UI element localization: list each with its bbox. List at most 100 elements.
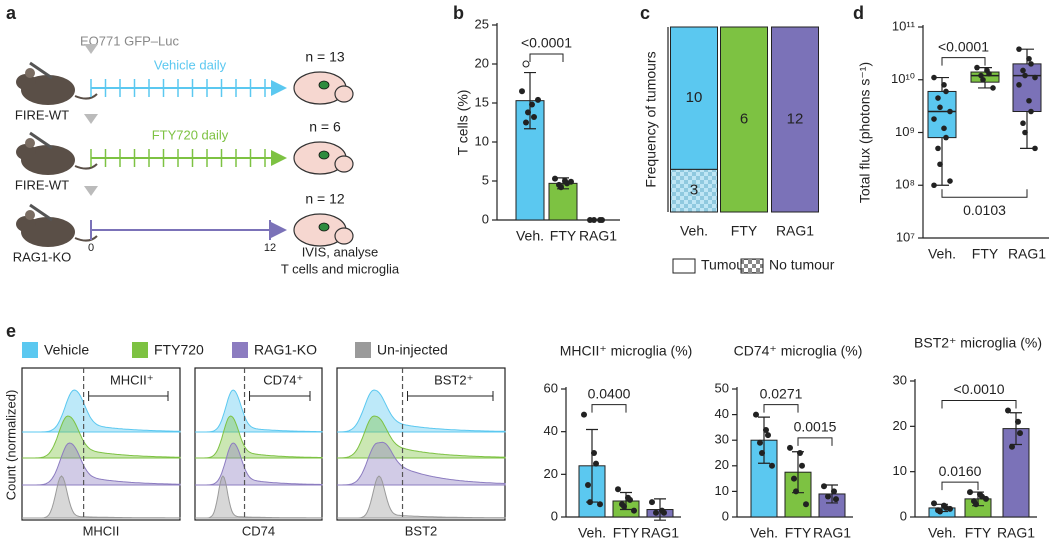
syringe: [29, 61, 53, 80]
data-point: [523, 119, 529, 126]
data-point: [765, 432, 771, 439]
data-point: [1022, 72, 1028, 79]
gate-range: [88, 391, 169, 401]
value-label: 10: [686, 89, 703, 106]
error-bar: [826, 484, 838, 504]
y-tick-label: 10¹¹: [892, 18, 916, 33]
data-point: [931, 74, 937, 81]
gate-label: BST2⁺: [434, 372, 473, 387]
mouse-tail: [74, 235, 98, 242]
gate-range: [249, 391, 311, 401]
data-point: [568, 178, 574, 185]
data-point: [1032, 145, 1038, 152]
group-size: n = 6: [309, 119, 341, 135]
data-point: [769, 462, 775, 469]
mouse-head: [16, 216, 36, 232]
density-curve: [22, 415, 181, 459]
data-point: [1009, 443, 1015, 450]
data-point: [793, 488, 799, 495]
x-tick-label: FTY: [550, 228, 577, 244]
x-tick-label: RAG1: [1008, 246, 1046, 262]
x-tick-label: FTY: [965, 525, 992, 540]
data-point: [833, 496, 839, 503]
data-point: [535, 96, 541, 103]
x-tick-label: RAG1: [813, 525, 851, 540]
data-point: [937, 508, 943, 515]
legend-label: Tumour: [701, 257, 749, 273]
data-point: [943, 88, 949, 95]
comparison-bracket: [941, 189, 1028, 198]
endpoint-label: T cells and microglia: [281, 261, 400, 276]
bar-segment: [771, 26, 819, 213]
comparison-label: 0.0103: [963, 202, 1006, 218]
x-tick-label: Veh.: [680, 223, 708, 239]
y-tick-label: 30: [715, 432, 729, 447]
comparison-bracket: [941, 481, 979, 491]
data-point: [558, 184, 564, 191]
x-tick-label: RAG1: [776, 223, 814, 239]
data-point: [935, 145, 941, 152]
y-tick-label: 10⁸: [895, 177, 915, 192]
mouse-ear: [25, 68, 35, 78]
y-tick-label: 50: [715, 380, 729, 395]
value-label: 12: [787, 110, 804, 127]
bar-segment: [670, 26, 718, 170]
data-point: [1016, 46, 1022, 52]
y-tick-label: 0: [482, 211, 489, 226]
data-point: [947, 108, 953, 115]
bar-segment: [720, 26, 768, 213]
mouse-label: FIRE-WT: [15, 107, 69, 122]
legend-label: No tumour: [769, 257, 835, 273]
comparison-bracket: [591, 404, 627, 413]
endpoint-label: IVIS, analyse: [302, 244, 379, 259]
mouse-tail: [74, 163, 98, 170]
data-point: [631, 507, 637, 514]
data-point: [661, 509, 667, 516]
data-point: [974, 64, 980, 71]
data-point: [627, 496, 633, 503]
data-point: [791, 475, 797, 482]
data-point: [519, 88, 525, 95]
comparison-bracket: [941, 399, 1017, 409]
data-point: [615, 486, 621, 493]
y-tick-label: 0: [551, 508, 558, 523]
y-axis-label: T cells (%): [455, 90, 471, 156]
data-point: [597, 501, 603, 508]
data-point: [941, 125, 947, 132]
data-point: [1028, 108, 1034, 115]
legend-label: Vehicle: [44, 342, 89, 358]
data-point: [531, 114, 537, 121]
data-point: [552, 175, 558, 182]
y-tick-label: 40: [544, 423, 558, 438]
tumour: [318, 80, 330, 90]
density-curve: [195, 475, 323, 519]
gate-label: CD74⁺: [263, 372, 303, 387]
data-point: [593, 460, 599, 467]
density-curve: [22, 475, 181, 519]
y-tick-label: 20: [715, 457, 729, 472]
comparison-label: <0.0001: [521, 35, 572, 51]
data-point: [525, 109, 531, 116]
error-bar: [758, 416, 770, 464]
comparison-bracket: [797, 437, 833, 446]
panel-label: c: [640, 3, 650, 23]
data-point: [787, 444, 793, 451]
comparison-label: <0.0001: [938, 38, 989, 54]
y-tick-label: 0: [900, 508, 907, 523]
syringe: [29, 131, 53, 150]
x-tick-label: FTY: [731, 223, 758, 239]
tumour: [318, 150, 330, 160]
injection-marker: [84, 44, 98, 54]
flow-frame: [194, 367, 323, 521]
data-point: [983, 495, 989, 502]
mouse-ear: [25, 210, 35, 220]
density-curve: [337, 475, 506, 519]
y-tick-label: 0: [722, 508, 729, 523]
x-tick-label: FTY: [972, 246, 999, 262]
comparison-label: 0.0015: [794, 419, 837, 435]
legend-swatch: [740, 258, 764, 274]
density-curve: [337, 441, 506, 486]
y-tick-label: 10: [715, 483, 729, 498]
x-tick-label: FTY: [785, 525, 812, 540]
brain-cerebellum: [334, 155, 354, 173]
